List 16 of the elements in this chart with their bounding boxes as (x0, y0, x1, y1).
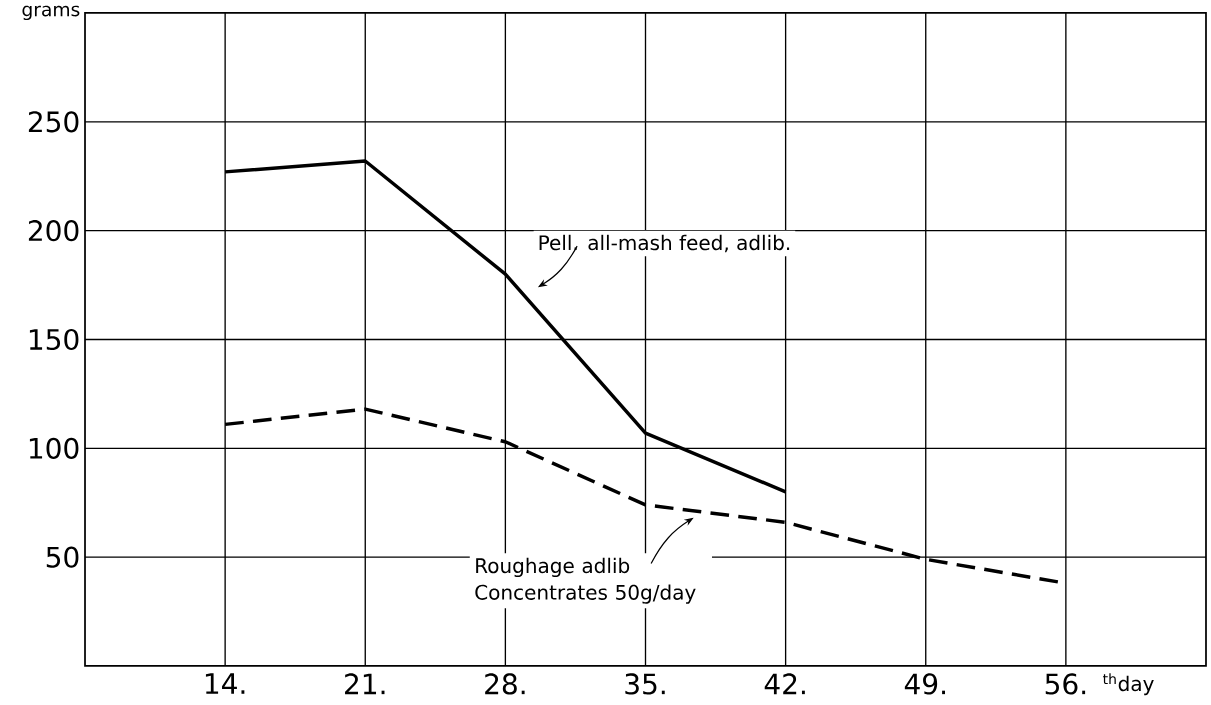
y-tick-label: 100 (29, 437, 79, 459)
y-axis-title: grams (22, 5, 80, 21)
y-tick-label: 150 (29, 328, 79, 351)
annotation: Pell. all-mash feed, adlib. (539, 234, 790, 253)
y-tick-label: 250 (28, 111, 79, 133)
x-tick-label: 56. (1045, 673, 1086, 695)
x-tick-label: 28. (485, 673, 525, 695)
x-tick-label: 35. (625, 673, 665, 695)
x-tick-label: 14. (205, 673, 245, 694)
x-tick-label: 42. (764, 673, 805, 695)
x-tick-label: 49. (904, 673, 945, 695)
x-axis-title: $^{th}$day (1102, 673, 1154, 696)
y-tick-label: 50 (46, 546, 79, 568)
annotation: Roughage adlib Concentrates 50g/day (475, 557, 696, 604)
x-tick-label: 21. (345, 673, 385, 695)
y-tick-label: 200 (28, 220, 79, 242)
